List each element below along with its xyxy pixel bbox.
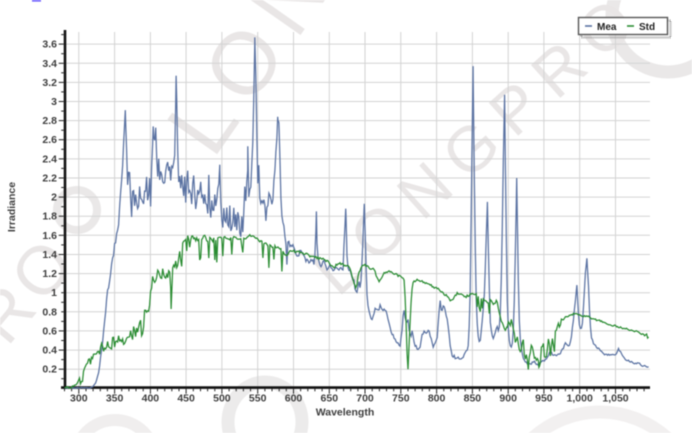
svg-text:600: 600 <box>285 393 303 405</box>
svg-text:3.6: 3.6 <box>42 39 57 51</box>
svg-text:550: 550 <box>249 393 267 405</box>
svg-text:900: 900 <box>499 393 517 405</box>
svg-text:3.2: 3.2 <box>42 77 57 89</box>
svg-text:850: 850 <box>464 393 482 405</box>
svg-text:3.4: 3.4 <box>42 58 57 70</box>
svg-text:1,000: 1,000 <box>567 393 593 405</box>
svg-text:2: 2 <box>51 192 57 204</box>
svg-text:2.8: 2.8 <box>42 115 57 127</box>
svg-text:0.2: 0.2 <box>42 364 57 376</box>
svg-text:1.4: 1.4 <box>42 249 57 261</box>
svg-text:650: 650 <box>321 393 339 405</box>
svg-text:300: 300 <box>70 393 88 405</box>
svg-text:1.6: 1.6 <box>42 230 57 242</box>
svg-text:0.6: 0.6 <box>42 325 57 337</box>
svg-text:450: 450 <box>177 393 195 405</box>
svg-text:2.6: 2.6 <box>42 134 57 146</box>
svg-text:500: 500 <box>213 393 231 405</box>
svg-text:400: 400 <box>142 393 160 405</box>
svg-text:1: 1 <box>51 287 57 299</box>
svg-text:750: 750 <box>392 393 410 405</box>
svg-text:0.8: 0.8 <box>42 306 57 318</box>
svg-text:700: 700 <box>356 393 374 405</box>
svg-text:1.2: 1.2 <box>42 268 57 280</box>
svg-text:2.4: 2.4 <box>42 153 57 165</box>
svg-text:Mea: Mea <box>597 22 617 33</box>
svg-text:Wavelength: Wavelength <box>316 407 375 419</box>
svg-text:1.8: 1.8 <box>42 211 57 223</box>
svg-text:0.4: 0.4 <box>42 345 57 357</box>
svg-text:2.2: 2.2 <box>42 173 57 185</box>
svg-text:350: 350 <box>106 393 124 405</box>
svg-text:Irradiance: Irradiance <box>6 182 18 232</box>
svg-text:Std: Std <box>639 22 655 33</box>
svg-text:800: 800 <box>428 393 446 405</box>
svg-text:950: 950 <box>535 393 553 405</box>
svg-text:3: 3 <box>51 96 57 108</box>
svg-text:1,050: 1,050 <box>602 393 628 405</box>
